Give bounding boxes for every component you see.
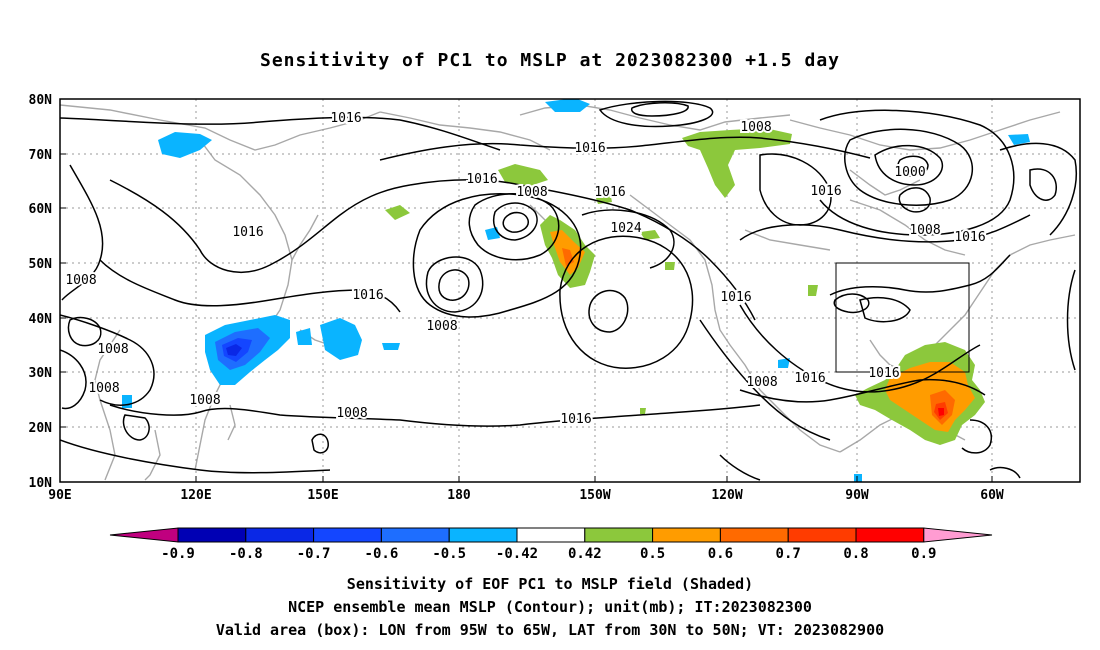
lat-label: 30N <box>29 366 53 381</box>
colorbar-box <box>855 527 925 543</box>
lon-label: 90W <box>845 488 869 503</box>
colorbar-box <box>719 527 789 543</box>
contour-label: 1016 <box>810 184 841 199</box>
lat-label: 80N <box>29 93 53 108</box>
contour-label: 1016 <box>794 371 825 386</box>
colorbar-box <box>787 527 857 543</box>
contour-label: 1016 <box>954 230 985 245</box>
lat-label: 10N <box>29 476 53 491</box>
contour-label: 1016 <box>352 288 383 303</box>
colorbar-label: -0.6 <box>365 546 399 562</box>
contour-label: 1008 <box>65 273 96 288</box>
lon-label: 90E <box>48 488 71 503</box>
colorbar-label: 0.7 <box>776 546 801 562</box>
lon-label: 150W <box>579 488 610 503</box>
mslp-contours <box>60 100 1077 481</box>
lon-label: 60W <box>980 488 1004 503</box>
lon-label: 120W <box>711 488 742 503</box>
colorbar-label: 0.9 <box>911 546 936 562</box>
contour-label: 1016 <box>232 225 263 240</box>
colorbar-labels: -0.9 -0.8 -0.7 -0.6 -0.5 -0.42 0.42 0.5 … <box>161 546 936 562</box>
contour-label: 1008 <box>88 381 119 396</box>
colorbar-box <box>584 527 654 543</box>
contour-label: 1008 <box>336 406 367 421</box>
contour-label: 1016 <box>868 366 899 381</box>
colorbar-box <box>652 527 721 543</box>
contour-label: 1024 <box>610 221 641 236</box>
colorbar-box <box>245 527 315 543</box>
contour-label: 1008 <box>426 319 457 334</box>
colorbar-label: -0.7 <box>297 546 331 562</box>
contour-label: 1008 <box>909 223 940 238</box>
caption-contour: NCEP ensemble mean MSLP (Contour); unit(… <box>288 598 812 616</box>
colorbar-label: -0.9 <box>161 546 195 562</box>
lon-label: 120E <box>180 488 211 503</box>
lon-label: 180 <box>447 488 471 503</box>
contour-label: 1008 <box>516 185 547 200</box>
caption-valid-area: Valid area (box): LON from 95W to 65W, L… <box>215 621 885 639</box>
lon-label: 150E <box>307 488 338 503</box>
contour-label: 1008 <box>746 375 777 390</box>
colorbar-box <box>380 527 450 543</box>
contour-label: 1008 <box>189 393 220 408</box>
contour-label: 1016 <box>560 412 591 427</box>
contour-label: 1016 <box>466 172 497 187</box>
negative-sensitivity-shading <box>122 99 1030 482</box>
lat-label: 60N <box>29 202 53 217</box>
lat-label: 70N <box>29 148 53 163</box>
valid-area-box <box>835 262 970 373</box>
contour-label: 1016 <box>594 185 625 200</box>
colorbar-box <box>177 527 247 543</box>
contour-label: 1008 <box>97 342 128 357</box>
contour-label: 1008 <box>740 120 771 135</box>
contour-labels: 1016 1016 1008 1016 1008 1016 1024 1016 … <box>63 109 987 429</box>
colorbar-low-triangle <box>109 527 179 543</box>
longitude-labels: 90E 120E 150E 180 150W 120W 90W 60W <box>48 488 1004 503</box>
contour-label: 1000 <box>894 165 925 180</box>
tick-marks <box>60 153 993 482</box>
colorbar-box <box>516 527 586 543</box>
contour-label: 1016 <box>720 290 751 305</box>
latitude-labels: 80N 70N 60N 50N 40N 30N 20N 10N <box>29 93 53 491</box>
colorbar-label: 0.5 <box>640 546 665 562</box>
positive-sensitivity-shading <box>385 128 985 445</box>
contour-label: 1016 <box>330 111 361 126</box>
colorbar-box <box>313 527 382 543</box>
caption-shading: Sensitivity of EOF PC1 to MSLP field (Sh… <box>346 575 754 593</box>
colorbar-box <box>448 527 518 543</box>
colorbar-label: -0.42 <box>496 546 538 562</box>
colorbar-label: -0.5 <box>432 546 466 562</box>
contour-label: 1016 <box>574 141 605 156</box>
colorbar-label: -0.8 <box>229 546 263 562</box>
colorbar-label: 0.8 <box>843 546 868 562</box>
lat-label: 40N <box>29 312 53 327</box>
colorbar <box>109 527 993 543</box>
plot-frame <box>59 98 1081 483</box>
map-title: Sensitivity of PC1 to MSLP at 2023082300… <box>259 50 840 71</box>
lat-label: 20N <box>29 421 53 436</box>
colorbar-high-triangle <box>923 527 993 543</box>
colorbar-label: 0.42 <box>568 546 602 562</box>
colorbar-label: 0.6 <box>708 546 733 562</box>
lat-label: 50N <box>29 257 53 272</box>
